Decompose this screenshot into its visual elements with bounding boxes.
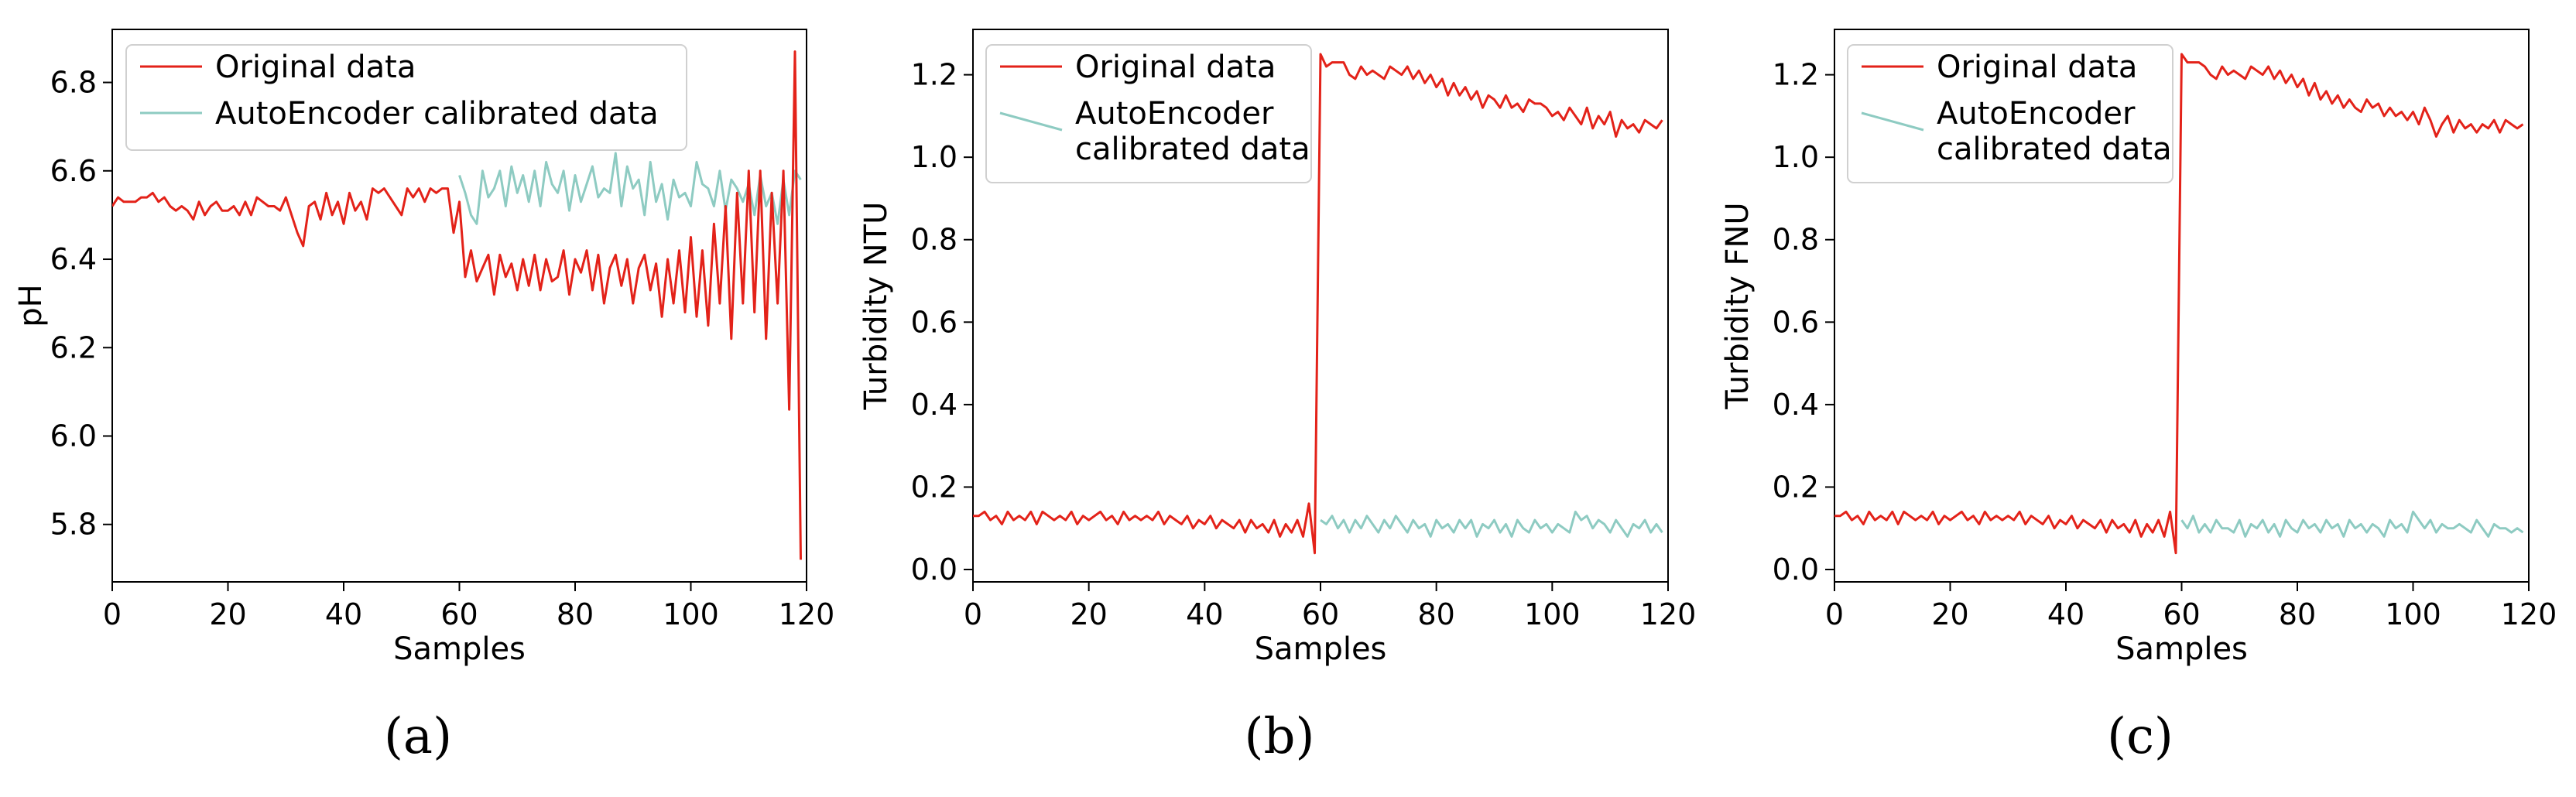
y-tick-label: 0.8 [1773,223,1819,257]
series-line-autoencoder [458,152,802,225]
series-line-original [112,50,802,560]
y-tick-label: 1.0 [1773,140,1819,174]
legend-label: Original data [215,50,416,85]
y-axis-label: pH [13,284,49,327]
x-tick-label: 80 [2279,597,2316,631]
x-axis-label: Samples [393,631,526,667]
series-line-autoencoder [1320,510,1663,538]
y-tick-label: 0.0 [1773,552,1819,587]
panel-label-b: (b) [1244,708,1315,765]
y-tick-label: 6.0 [50,419,97,453]
y-tick-label: 1.0 [911,140,957,174]
y-tick-label: 1.2 [1773,58,1819,92]
x-tick-label: 60 [440,597,478,631]
series-line-original [1834,53,2524,555]
x-tick-label: 20 [1070,597,1107,631]
panel-label-a: (a) [383,708,453,765]
x-tick-label: 60 [1302,597,1339,631]
series-line-autoencoder [2180,510,2524,538]
y-tick-label: 0.6 [1773,305,1819,339]
legend-swatch [999,111,1063,132]
x-tick-label: 20 [209,597,246,631]
x-tick-label: 60 [2163,597,2200,631]
y-tick-label: 0.4 [1773,388,1819,422]
x-tick-label: 0 [1825,597,1844,631]
legend-swatch [1861,111,1924,132]
chart-panel-2: 0 20 40 60 80 100 120 0.0 0.2 0.4 0.6 0.8 1.0 1.2 Samp… [858,29,1696,667]
x-tick-label: 40 [2047,597,2084,631]
x-tick-label: 120 [1640,597,1697,631]
chart-panel-3: 0 20 40 60 80 100 120 0.0 0.2 0.4 0.6 0.8 1.0 1.2 Samp… [1720,29,2557,667]
y-tick-label: 0.2 [911,470,957,504]
y-tick-label: 0.4 [911,388,957,422]
y-tick-label: 0.0 [911,552,957,587]
x-tick-label: 100 [1524,597,1581,631]
y-axis-label: Turbidity FNU [1720,202,1756,409]
x-tick-label: 80 [1417,597,1454,631]
legend-label: AutoEncoder calibrated data [1937,96,2172,167]
legend-label: AutoEncoder calibrated data [215,96,659,132]
y-tick-label: 5.8 [50,508,97,542]
x-axis-label: Samples [1255,631,1387,667]
x-tick-label: 120 [779,597,835,631]
x-tick-label: 0 [103,597,122,631]
x-tick-label: 40 [1186,597,1223,631]
panel-label-c: (c) [2107,708,2174,765]
y-tick-label: 6.4 [50,242,97,276]
series-line-original [973,53,1663,555]
legend-label: Original data [1937,50,2137,85]
chart-panel-1: 0 20 40 60 80 100 120 5.8 6.0 6.2 6.4 6.6 6.8 Samples… [13,29,834,667]
x-tick-label: 80 [557,597,594,631]
x-tick-label: 100 [2385,597,2441,631]
y-tick-label: 0.6 [911,305,957,339]
y-tick-label: 6.8 [50,66,97,100]
y-tick-label: 6.6 [50,154,97,188]
y-tick-label: 6.2 [50,330,97,364]
x-axis-label: Samples [2115,631,2248,667]
y-tick-label: 1.2 [911,58,957,92]
x-tick-label: 120 [2501,597,2557,631]
legend-label: AutoEncoder calibrated data [1075,96,1310,167]
y-axis-label: Turbidity NTU [858,202,894,411]
x-tick-label: 20 [1931,597,1968,631]
y-tick-label: 0.2 [1773,470,1819,504]
legend-label: Original data [1075,50,1276,85]
x-tick-label: 100 [663,597,719,631]
x-tick-label: 0 [964,597,982,631]
legend-box [125,44,687,151]
y-tick-label: 0.8 [911,223,957,257]
x-tick-label: 40 [325,597,362,631]
legend-box [1847,44,2174,183]
legend-box [985,44,1312,183]
